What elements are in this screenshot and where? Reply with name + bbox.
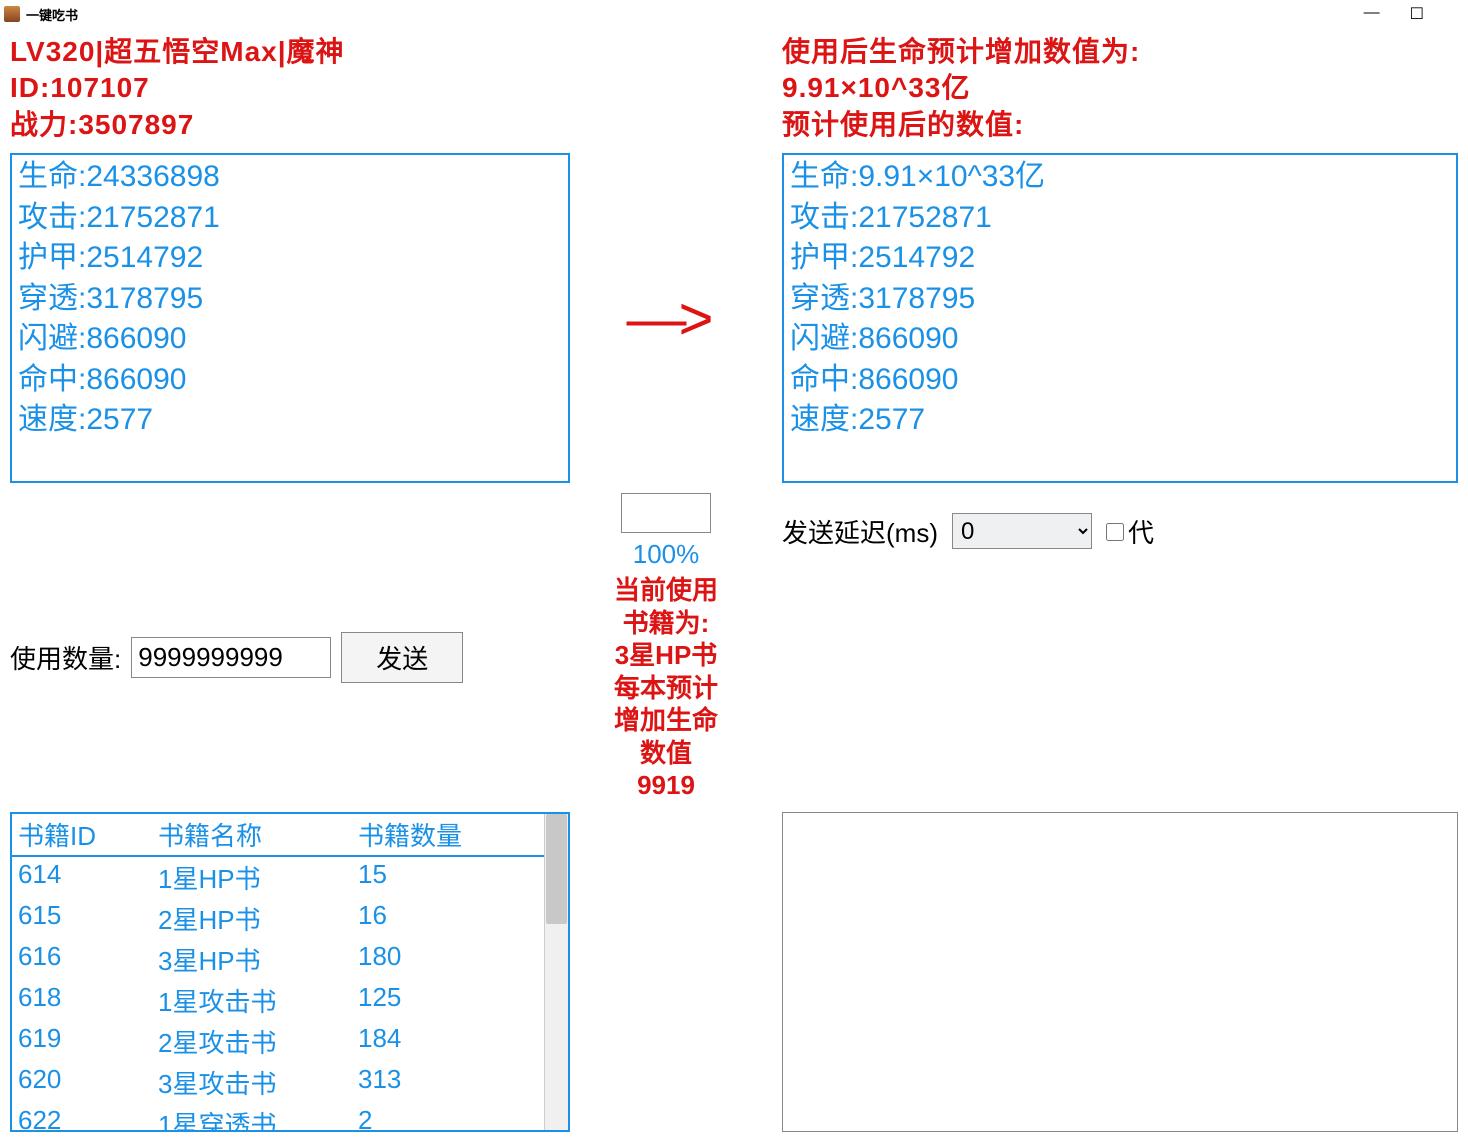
stat-def: 护甲:2514792	[18, 238, 562, 279]
table-row[interactable]: 614 1星HP书 15	[12, 857, 544, 898]
stat-atk: 攻击:21752871	[18, 198, 562, 239]
arrow-icon: —>	[626, 284, 705, 353]
progress-bar	[621, 493, 711, 533]
arrow-cell: —>	[576, 153, 756, 483]
send-button[interactable]: 发送	[341, 632, 463, 683]
right-controls: 发送延迟(ms) 0 代	[762, 493, 1458, 802]
character-header: LV320|超五悟空Max|魔神 ID:107107 战力:3507897	[10, 34, 570, 143]
stat-dodge: 闪避:866090	[18, 319, 562, 360]
table-row[interactable]: 619 2星攻击书 184	[12, 1021, 544, 1062]
pred-stat-spd: 速度:2577	[790, 400, 1450, 441]
char-level-name: LV320|超五悟空Max|魔神	[10, 34, 570, 70]
pred-line3: 预计使用后的数值:	[782, 107, 1458, 143]
delay-select[interactable]: 0	[952, 513, 1092, 549]
proxy-checkbox-wrap[interactable]: 代	[1106, 513, 1154, 550]
predicted-stats-box: 生命:9.91×10^33亿 攻击:21752871 护甲:2514792 穿透…	[782, 153, 1458, 483]
stat-pen: 穿透:3178795	[18, 279, 562, 320]
table-row[interactable]: 622 1星穿透书 2	[12, 1103, 544, 1132]
stat-hit: 命中:866090	[18, 360, 562, 401]
col-name: 书籍名称	[158, 816, 358, 853]
proxy-checkbox[interactable]	[1106, 523, 1124, 541]
pred-stat-atk: 攻击:21752871	[790, 198, 1450, 239]
char-power: 战力:3507897	[10, 107, 570, 143]
pred-stat-def: 护甲:2514792	[790, 238, 1450, 279]
progress-percent: 100%	[576, 539, 756, 570]
table-row[interactable]: 620 3星攻击书 313	[12, 1062, 544, 1103]
proxy-label: 代	[1128, 513, 1154, 550]
titlebar: 一键吃书 — ☐	[0, 0, 1468, 28]
table-row[interactable]: 615 2星HP书 16	[12, 898, 544, 939]
pred-stat-pen: 穿透:3178795	[790, 279, 1450, 320]
table-row[interactable]: 616 3星HP书 180	[12, 939, 544, 980]
table-header: 书籍ID 书籍名称 书籍数量	[12, 814, 544, 857]
table-scrollbar[interactable]	[544, 814, 568, 1130]
maximize-button[interactable]: ☐	[1410, 4, 1424, 24]
col-qty: 书籍数量	[358, 816, 538, 853]
pred-line2: 9.91×10^33亿	[782, 70, 1458, 106]
controls-row: 使用数量: 发送	[10, 493, 570, 802]
scroll-thumb[interactable]	[546, 814, 567, 924]
pred-stat-hit: 命中:866090	[790, 360, 1450, 401]
app-icon	[4, 6, 20, 22]
middle-info: 100% 当前使用 书籍为: 3星HP书 每本预计 增加生命 数值 9919	[576, 493, 756, 802]
minimize-button[interactable]: —	[1364, 4, 1380, 24]
delay-label: 发送延迟(ms)	[782, 513, 938, 550]
current-stats-box: 生命:24336898 攻击:21752871 护甲:2514792 穿透:31…	[10, 153, 570, 483]
col-id: 书籍ID	[18, 816, 158, 853]
pred-stat-hp: 生命:9.91×10^33亿	[790, 157, 1450, 198]
prediction-header: 使用后生命预计增加数值为: 9.91×10^33亿 预计使用后的数值:	[762, 34, 1458, 143]
stat-hp: 生命:24336898	[18, 157, 562, 198]
pred-line1: 使用后生命预计增加数值为:	[782, 34, 1458, 70]
book-table: 书籍ID 书籍名称 书籍数量 614 1星HP书 15 615 2星HP书 16…	[10, 812, 570, 1132]
current-book-info: 当前使用 书籍为: 3星HP书 每本预计 增加生命 数值 9919	[576, 574, 756, 802]
log-box	[782, 812, 1458, 1132]
char-id: ID:107107	[10, 70, 570, 106]
qty-label: 使用数量:	[10, 639, 121, 676]
table-row[interactable]: 618 1星攻击书 125	[12, 980, 544, 1021]
pred-stat-dodge: 闪避:866090	[790, 319, 1450, 360]
qty-input[interactable]	[131, 637, 331, 678]
stat-spd: 速度:2577	[18, 400, 562, 441]
window-title: 一键吃书	[26, 5, 78, 24]
